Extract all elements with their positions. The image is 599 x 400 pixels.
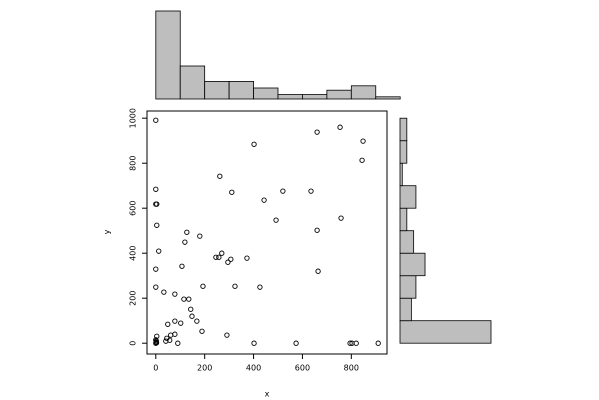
x-tick-label: 0 <box>153 364 158 373</box>
point <box>213 254 219 260</box>
x-tick-label: 800 <box>344 364 359 373</box>
point <box>179 263 185 269</box>
point <box>178 320 184 326</box>
point <box>197 233 203 239</box>
point <box>175 340 181 346</box>
point <box>261 197 267 203</box>
point <box>216 254 222 260</box>
histogram-bar <box>399 230 415 254</box>
point <box>186 296 192 302</box>
histogram-bar <box>350 85 377 100</box>
histogram-bar <box>375 96 401 100</box>
point <box>153 337 159 343</box>
y-tick-label: 400 <box>129 246 138 261</box>
point <box>165 321 171 327</box>
point <box>172 291 178 297</box>
point <box>308 188 314 194</box>
point <box>251 141 257 147</box>
x-tick-label: 400 <box>246 364 261 373</box>
point <box>217 173 223 179</box>
histogram-bar <box>399 320 492 344</box>
point <box>163 338 169 344</box>
point <box>244 255 250 261</box>
point <box>293 340 299 346</box>
point <box>153 117 159 123</box>
histogram-bar <box>399 185 417 209</box>
point <box>360 138 366 144</box>
point <box>172 318 178 324</box>
point <box>232 283 238 289</box>
point <box>188 306 194 312</box>
histogram-bar <box>399 117 408 142</box>
y-tick-label: 600 <box>129 201 138 216</box>
point <box>181 296 187 302</box>
x-axis-label: x <box>265 390 270 399</box>
histogram-bar <box>228 81 254 100</box>
histogram-bar <box>399 275 417 299</box>
point <box>224 332 230 338</box>
point <box>229 189 235 195</box>
point <box>161 289 167 295</box>
y-tick-label: 800 <box>129 156 138 171</box>
point <box>338 215 344 221</box>
histogram-bar <box>155 10 181 100</box>
point <box>154 201 160 207</box>
y-tick-label: 200 <box>129 291 138 306</box>
point <box>182 239 188 245</box>
point <box>225 259 231 265</box>
histogram-bar <box>277 94 303 100</box>
point <box>200 283 206 289</box>
point <box>199 328 205 334</box>
point <box>273 217 279 223</box>
point <box>172 331 178 337</box>
point <box>153 284 159 290</box>
histogram-bar <box>399 140 408 164</box>
histogram-bar <box>399 297 412 322</box>
point <box>337 124 343 130</box>
histogram-bar <box>179 65 206 100</box>
histogram-bar <box>326 89 352 100</box>
point <box>314 129 320 135</box>
histogram-bar <box>302 94 328 100</box>
point <box>314 227 320 233</box>
point <box>219 250 225 256</box>
point <box>153 266 159 272</box>
y-axis-label: y <box>103 229 112 234</box>
histogram-bar <box>399 207 408 232</box>
histogram-bar <box>399 252 426 277</box>
histogram-bar <box>204 81 230 100</box>
histogram-bar <box>399 162 403 187</box>
point <box>189 313 195 319</box>
x-tick-label: 200 <box>197 364 212 373</box>
plot-frame <box>146 110 388 355</box>
point <box>194 318 200 324</box>
point <box>375 340 381 346</box>
point <box>257 284 263 290</box>
point <box>153 340 160 346</box>
point <box>184 229 190 235</box>
point <box>168 332 174 338</box>
point <box>154 222 160 228</box>
histogram-bar <box>253 87 279 100</box>
point <box>156 248 162 254</box>
x-tick-label: 600 <box>295 364 310 373</box>
point <box>251 340 257 346</box>
y-tick-label: 0 <box>129 341 138 346</box>
point <box>353 340 359 346</box>
point <box>315 268 321 274</box>
point <box>228 256 234 262</box>
y-tick-label: 1000 <box>129 108 138 128</box>
point <box>153 186 159 192</box>
point <box>280 188 286 194</box>
point <box>347 340 353 346</box>
point <box>359 157 365 163</box>
